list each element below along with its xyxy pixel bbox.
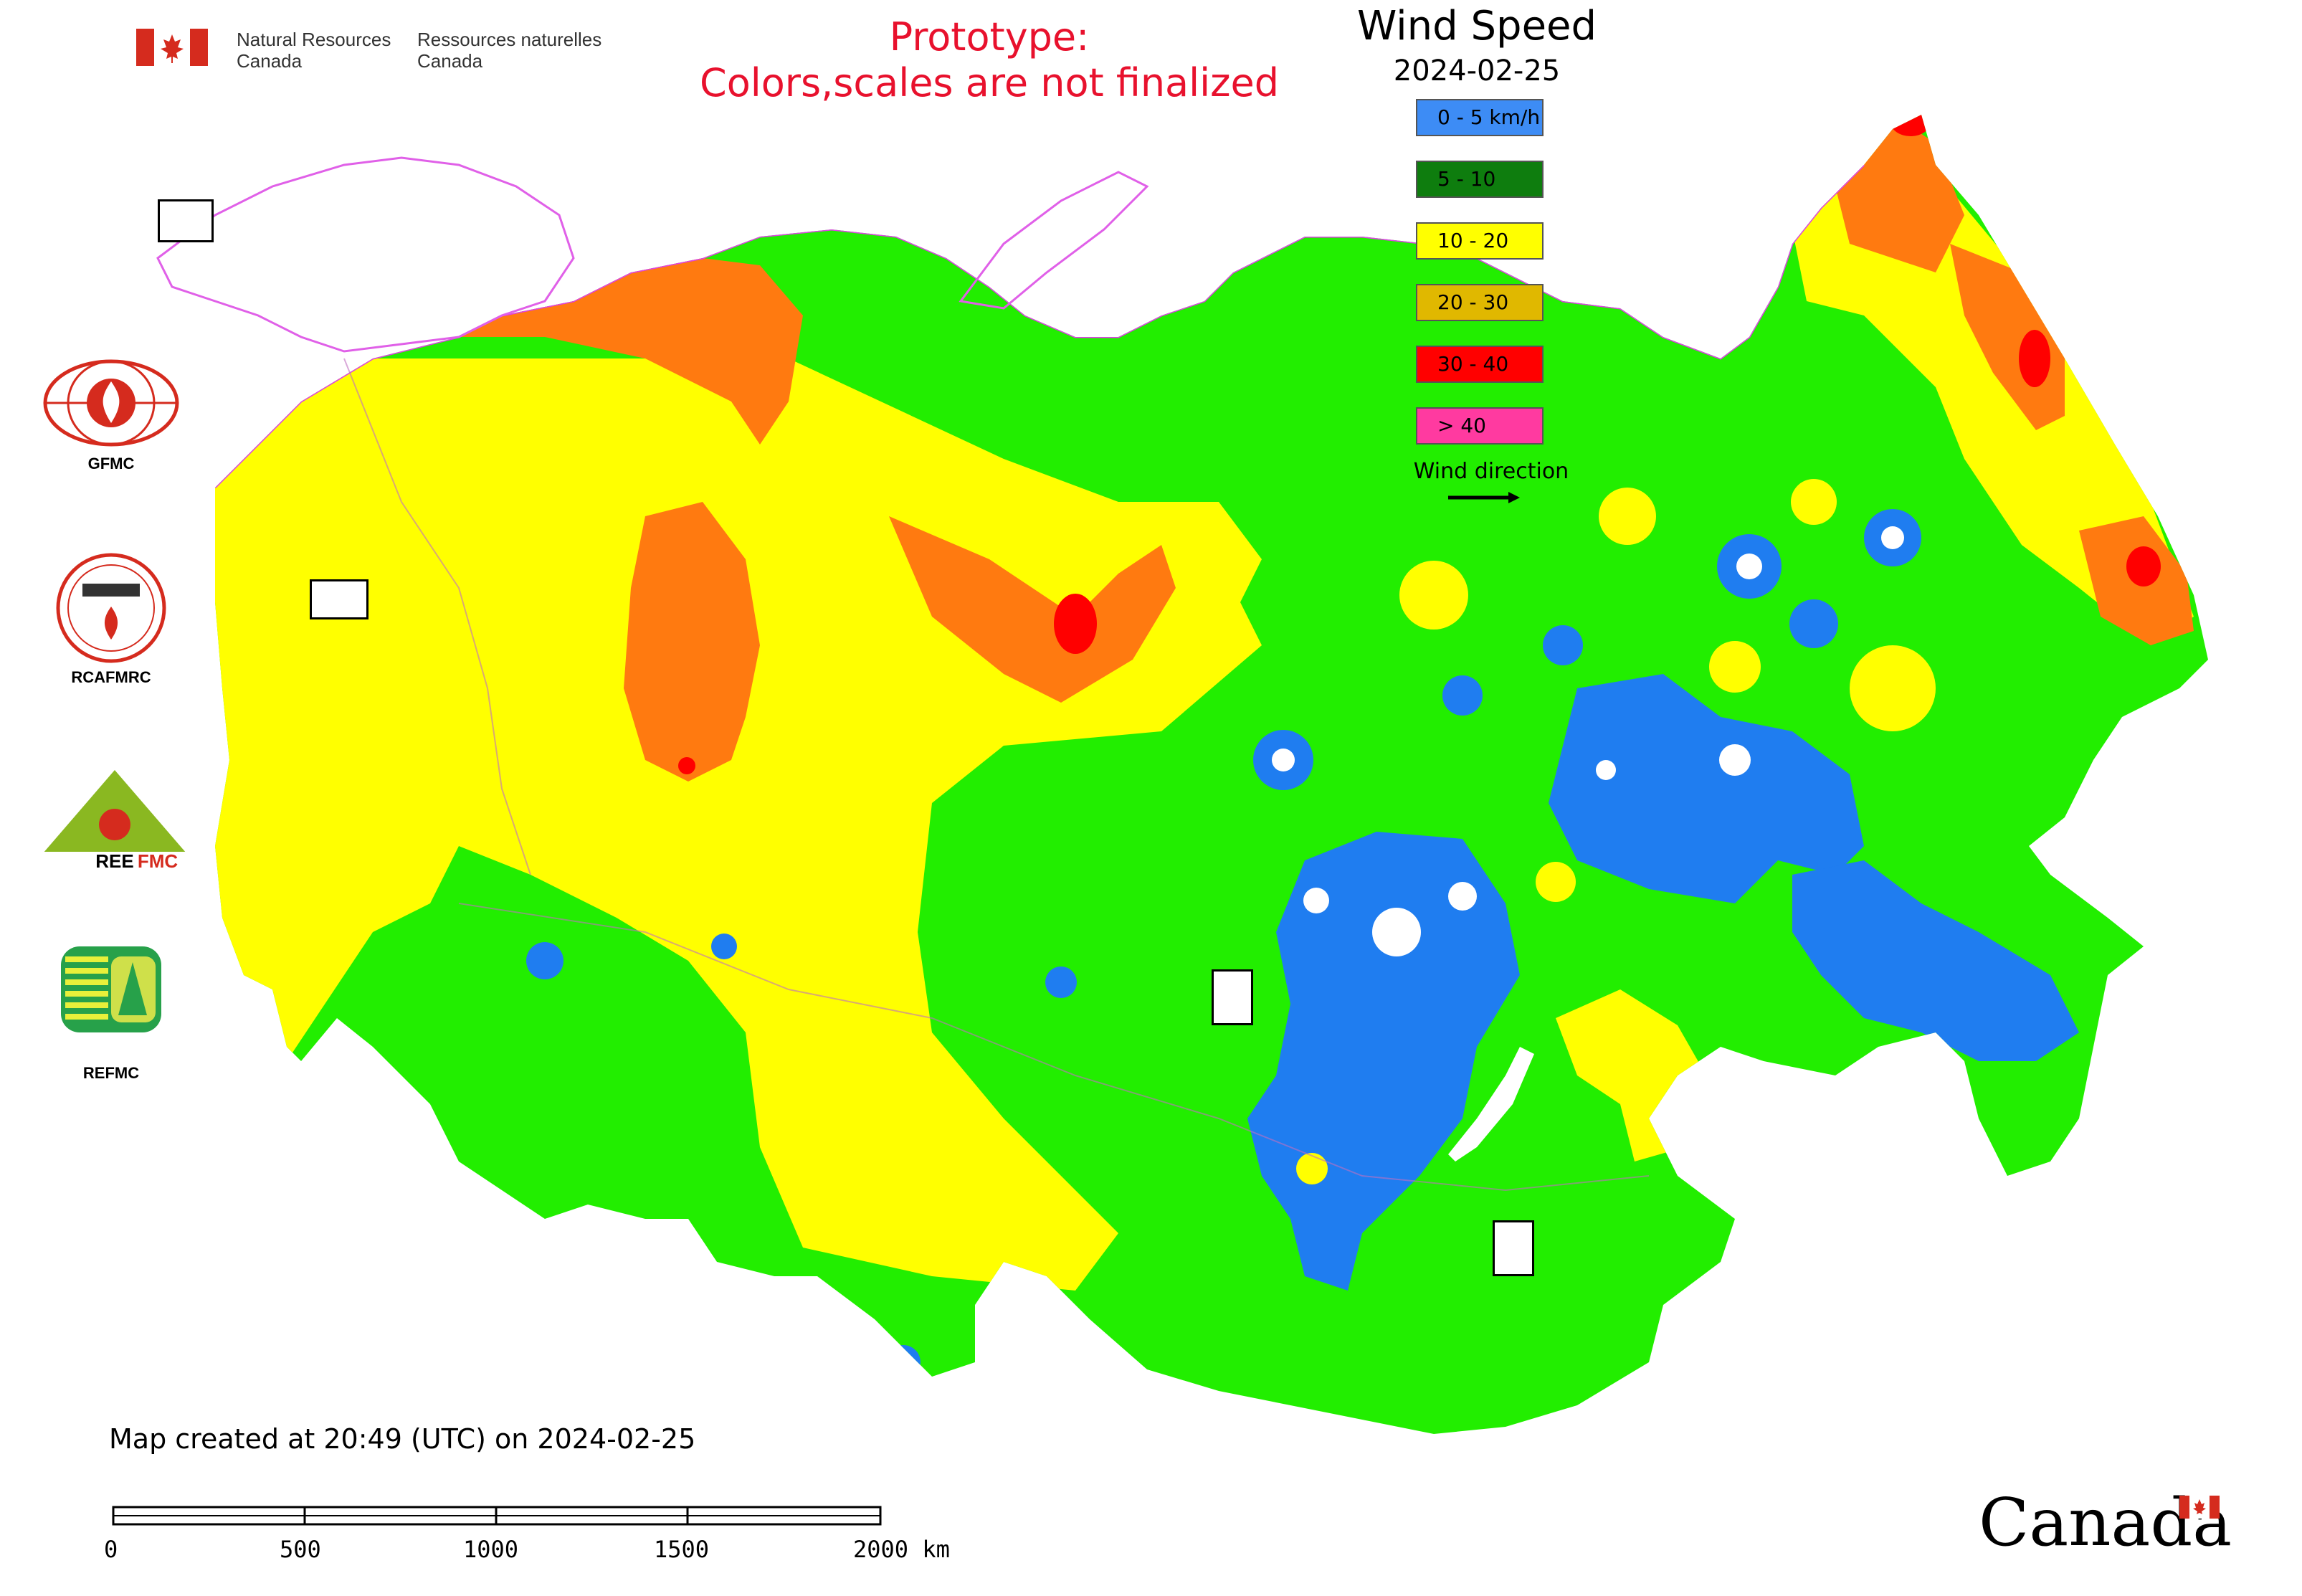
refmc-map-marker-icon xyxy=(1212,969,1253,1025)
lake xyxy=(1719,744,1751,776)
department-name-en: Natural Resources Canada xyxy=(237,29,391,72)
lake-baikal xyxy=(1448,1047,1534,1162)
wind-zone-blue-spot xyxy=(526,942,563,979)
wind-zone-red-urals xyxy=(678,757,695,774)
department-name-en-line2: Canada xyxy=(237,50,303,72)
legend-class-over-40: > 40 xyxy=(1416,407,1544,445)
legend-date: 2024-02-25 xyxy=(1393,54,1561,87)
admin-border xyxy=(458,903,1650,1192)
wind-zone-orange-urals xyxy=(624,502,760,782)
wind-zone-yellow-spot xyxy=(1791,479,1837,525)
department-name-fr-line2: Canada xyxy=(417,50,483,72)
wind-zone-yellow-spot xyxy=(1296,1153,1328,1184)
rcafmrc-logo-icon xyxy=(56,553,166,663)
wind-zone-blue-spot xyxy=(1442,675,1483,716)
scale-label-500: 500 xyxy=(280,1536,321,1563)
department-name-en-line1: Natural Resources xyxy=(237,29,391,50)
legend-class-label: 0 - 5 km/h xyxy=(1437,105,1541,129)
canada-wordmark-flag-icon xyxy=(2179,1496,2220,1519)
wind-zone-blue-spot xyxy=(1045,966,1077,998)
prototype-notice-line2: Colors,scales are not finalized xyxy=(700,60,1279,105)
department-name-fr-line1: Ressources naturelles xyxy=(417,29,602,50)
scale-label-1000: 1000 xyxy=(463,1536,519,1563)
canada-flag-icon xyxy=(136,29,208,66)
lake xyxy=(1303,888,1329,913)
refmc-logo: REFMC xyxy=(39,946,183,1083)
legend-class-label: 20 - 30 xyxy=(1437,290,1509,314)
wind-zone-blue-spot xyxy=(1543,625,1583,665)
prototype-notice-line1: Prototype: xyxy=(889,14,1090,60)
wind-zone-blue-spot xyxy=(1789,599,1838,648)
admin-border xyxy=(343,358,531,875)
novaya-zemlya xyxy=(959,171,1149,310)
scale-label-2000: 2000 km xyxy=(853,1536,950,1563)
scale-label-1500: 1500 xyxy=(654,1536,710,1563)
svg-text:REE: REE xyxy=(95,850,133,872)
wind-zone-blue-lena xyxy=(1549,674,1864,903)
legend-class-0-5: 0 - 5 km/h xyxy=(1416,99,1544,136)
wind-zone-red-taymyr xyxy=(1054,594,1097,654)
legend-class-label: > 40 xyxy=(1437,414,1486,437)
reefmc-map-marker-icon xyxy=(310,579,368,619)
wind-zone-yellow-spot xyxy=(1399,561,1468,630)
wind-zone-yellow-spot xyxy=(1850,645,1936,731)
legend-title: Wind Speed xyxy=(1356,3,1597,49)
gfmc-label: GFMC xyxy=(87,455,135,472)
gfmc-logo-icon xyxy=(43,359,179,447)
lake xyxy=(1372,908,1421,956)
legend-class-label: 5 - 10 xyxy=(1437,167,1496,191)
wind-direction-arrow-icon xyxy=(1448,492,1520,503)
rcafmrc-label: RCAFMRC xyxy=(71,668,151,686)
legend-class-20-30: 20 - 30 xyxy=(1416,284,1544,321)
lake xyxy=(1448,882,1477,911)
prototype-notice: Prototype: Colors,scales are not finaliz… xyxy=(631,14,1348,106)
wind-zone-red-kamchatka xyxy=(2019,330,2050,387)
map-created-timestamp: Map created at 20:49 (UTC) on 2024-02-25 xyxy=(109,1423,696,1455)
wind-zone-blue-spot xyxy=(711,934,737,959)
scandinavia-outline xyxy=(156,156,575,353)
gfmc-map-marker-icon xyxy=(158,199,214,242)
scale-bar xyxy=(112,1506,886,1537)
scale-label-0: 0 xyxy=(104,1536,118,1563)
refmc-label: REFMC xyxy=(82,1064,140,1082)
lake xyxy=(1736,554,1762,579)
wind-zone-red-kamchatka-south xyxy=(2126,546,2161,586)
legend-class-10-20: 10 - 20 xyxy=(1416,222,1544,260)
department-name-fr: Ressources naturelles Canada xyxy=(417,29,601,72)
coastline xyxy=(215,163,1865,489)
refmc-logo-icon xyxy=(61,946,161,1032)
reefmc-logo-icon: REE FMC xyxy=(43,770,186,872)
lake xyxy=(1272,749,1295,771)
wind-zone-red-chukotka xyxy=(1890,115,1931,136)
wind-zone-blue-amur xyxy=(1792,860,2079,1061)
lake xyxy=(1596,760,1616,780)
wind-direction-label: Wind direction xyxy=(1413,459,1569,484)
rcafmrc-map-marker-icon xyxy=(1493,1220,1534,1276)
lake xyxy=(1881,526,1904,549)
svg-text:FMC: FMC xyxy=(138,850,179,872)
scale-bar-graphic xyxy=(112,1506,882,1526)
legend-class-30-40: 30 - 40 xyxy=(1416,346,1544,383)
reefmc-logo: REE FMC xyxy=(36,767,194,878)
wind-zone-yellow-spot xyxy=(1536,862,1576,902)
legend-class-label: 30 - 40 xyxy=(1437,352,1509,376)
wind-zone-blue-spot xyxy=(886,1345,921,1379)
wind-zone-orange-yamal xyxy=(889,516,1176,703)
gfmc-logo: GFMC xyxy=(39,358,183,473)
wind-zone-yellow-east xyxy=(1792,143,2194,645)
rcafmrc-logo: RCAFMRC xyxy=(39,551,183,687)
legend-class-label: 10 - 20 xyxy=(1437,229,1509,252)
wind-zone-yellow-spot xyxy=(1709,641,1761,693)
wind-zone-yellow-spot xyxy=(1599,488,1656,545)
legend-class-5-10: 5 - 10 xyxy=(1416,161,1544,198)
